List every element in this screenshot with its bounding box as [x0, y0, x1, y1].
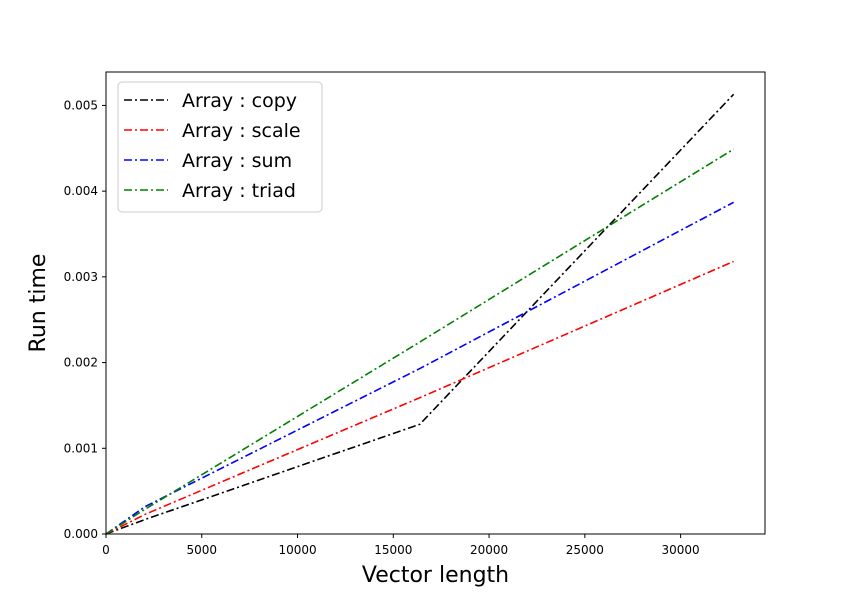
x-tick-label: 15000 — [374, 543, 412, 557]
y-axis-ticks: 0.000 0.001 0.002 0.003 0.004 0.005 — [64, 98, 106, 541]
legend-label: Array : triad — [182, 180, 296, 202]
x-tick-label: 5000 — [186, 543, 217, 557]
legend-label: Array : sum — [182, 150, 292, 172]
x-axis-ticks: 0 5000 10000 15000 20000 25000 30000 — [102, 534, 700, 557]
legend: Array : copy Array : scale Array : sum Arra… — [117, 81, 323, 213]
x-tick-label: 0 — [102, 543, 110, 557]
legend-label: Array : copy — [182, 90, 297, 112]
y-tick-label: 0.004 — [64, 184, 98, 198]
x-tick-label: 10000 — [278, 543, 316, 557]
plot-frame — [105, 71, 766, 535]
legend-label: Array : scale — [182, 120, 301, 142]
x-tick-label: 20000 — [470, 543, 508, 557]
y-tick-label: 0.000 — [64, 527, 98, 541]
x-tick-label: 30000 — [662, 543, 700, 557]
y-tick-label: 0.005 — [64, 98, 98, 112]
series-lines — [105, 93, 735, 535]
legend-box — [117, 81, 323, 213]
y-tick-label: 0.003 — [64, 270, 98, 284]
x-tick-label: 25000 — [566, 543, 604, 557]
series-line-0 — [105, 93, 735, 535]
y-tick-label: 0.002 — [64, 356, 98, 370]
y-axis-label: Run time — [26, 254, 51, 353]
series-line-2 — [105, 201, 735, 535]
series-line-1 — [105, 260, 734, 535]
y-tick-label: 0.001 — [64, 441, 98, 455]
series-line-3 — [105, 148, 735, 535]
x-axis-label: Vector length — [362, 563, 509, 588]
